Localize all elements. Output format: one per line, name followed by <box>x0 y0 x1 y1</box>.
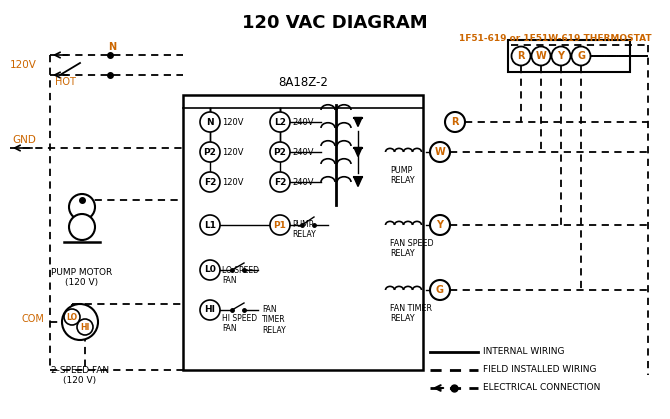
Circle shape <box>200 142 220 162</box>
Text: FAN SPEED
RELAY: FAN SPEED RELAY <box>390 239 433 259</box>
Text: P2: P2 <box>204 147 216 157</box>
Circle shape <box>572 47 590 65</box>
Circle shape <box>430 215 450 235</box>
Text: 240V: 240V <box>292 147 314 157</box>
Text: F2: F2 <box>274 178 286 186</box>
Text: PUMP
RELAY: PUMP RELAY <box>292 220 316 239</box>
Circle shape <box>62 304 98 340</box>
Text: FAN TIMER
RELAY: FAN TIMER RELAY <box>390 304 432 323</box>
Circle shape <box>531 47 551 65</box>
Text: FIELD INSTALLED WIRING: FIELD INSTALLED WIRING <box>483 365 596 375</box>
Circle shape <box>64 309 80 325</box>
Text: R: R <box>517 51 525 61</box>
Bar <box>183 95 423 370</box>
Circle shape <box>200 300 220 320</box>
Circle shape <box>200 260 220 280</box>
Text: PUMP MOTOR
(120 V): PUMP MOTOR (120 V) <box>52 268 113 287</box>
Text: P2: P2 <box>273 147 287 157</box>
Text: COM: COM <box>22 314 45 324</box>
Bar <box>508 40 630 72</box>
Text: FAN
TIMER
RELAY: FAN TIMER RELAY <box>262 305 285 335</box>
Circle shape <box>430 280 450 300</box>
Text: 1F51-619 or 1F51W-619 THERMOSTAT: 1F51-619 or 1F51W-619 THERMOSTAT <box>459 34 651 43</box>
Circle shape <box>200 112 220 132</box>
Circle shape <box>77 319 93 335</box>
Text: N: N <box>206 117 214 127</box>
Text: Y: Y <box>436 220 444 230</box>
Text: F2: F2 <box>204 178 216 186</box>
Polygon shape <box>354 117 362 127</box>
Circle shape <box>200 215 220 235</box>
Text: W: W <box>535 51 546 61</box>
Text: 120V: 120V <box>222 178 243 186</box>
Text: 120V: 120V <box>222 147 243 157</box>
Text: PUMP
RELAY: PUMP RELAY <box>390 166 415 185</box>
Text: 2-SPEED FAN
(120 V): 2-SPEED FAN (120 V) <box>51 366 109 385</box>
Circle shape <box>551 47 570 65</box>
Text: HI: HI <box>80 323 90 331</box>
Text: L0: L0 <box>204 266 216 274</box>
Polygon shape <box>354 147 362 157</box>
Text: 120 VAC DIAGRAM: 120 VAC DIAGRAM <box>242 14 428 32</box>
Text: INTERNAL WIRING: INTERNAL WIRING <box>483 347 565 357</box>
Text: R: R <box>452 117 459 127</box>
Text: L1: L1 <box>204 220 216 230</box>
Circle shape <box>200 172 220 192</box>
Circle shape <box>69 194 95 220</box>
Circle shape <box>430 142 450 162</box>
Circle shape <box>445 112 465 132</box>
Text: LO: LO <box>66 313 78 321</box>
Text: GND: GND <box>12 135 36 145</box>
Text: LO SPEED
FAN: LO SPEED FAN <box>222 266 259 285</box>
Text: P1: P1 <box>273 220 287 230</box>
Text: HI SPEED
FAN: HI SPEED FAN <box>222 314 257 334</box>
Circle shape <box>511 47 531 65</box>
Circle shape <box>270 142 290 162</box>
Text: N: N <box>108 42 116 52</box>
Text: 240V: 240V <box>292 117 314 127</box>
Text: L2: L2 <box>274 117 286 127</box>
Text: 120V: 120V <box>10 60 37 70</box>
Circle shape <box>270 215 290 235</box>
Text: W: W <box>435 147 446 157</box>
Circle shape <box>270 172 290 192</box>
Text: G: G <box>577 51 585 61</box>
Text: Y: Y <box>557 51 565 61</box>
Circle shape <box>270 112 290 132</box>
Text: 8A18Z-2: 8A18Z-2 <box>278 76 328 89</box>
Text: 240V: 240V <box>292 178 314 186</box>
Text: ELECTRICAL CONNECTION: ELECTRICAL CONNECTION <box>483 383 600 393</box>
Text: 120V: 120V <box>222 117 243 127</box>
Text: HOT: HOT <box>55 77 76 87</box>
Text: G: G <box>436 285 444 295</box>
Polygon shape <box>354 178 362 186</box>
Text: HI: HI <box>204 305 216 315</box>
Circle shape <box>69 214 95 240</box>
